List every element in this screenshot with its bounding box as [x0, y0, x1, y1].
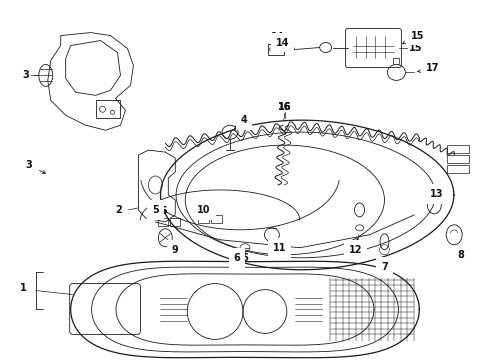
Bar: [447, 155, 468, 163]
Text: 6: 6: [233, 253, 240, 263]
Text: 4: 4: [234, 115, 247, 129]
Text: 15: 15: [408, 42, 421, 53]
Text: 17: 17: [417, 63, 438, 73]
Bar: [211, 215, 222, 223]
Text: 10: 10: [197, 205, 210, 215]
Bar: [267, 44, 283, 55]
Text: 7: 7: [380, 262, 387, 272]
Text: 17: 17: [419, 67, 432, 76]
Text: 5: 5: [152, 205, 160, 215]
Text: 13: 13: [431, 187, 445, 197]
Bar: [158, 218, 168, 226]
Bar: [447, 145, 468, 153]
Text: 2: 2: [115, 205, 122, 215]
Text: 3: 3: [25, 160, 45, 174]
Text: 14: 14: [276, 37, 294, 48]
Text: 16: 16: [278, 102, 291, 112]
Text: 16: 16: [278, 102, 291, 112]
Text: 11: 11: [273, 243, 286, 253]
Text: 10: 10: [197, 204, 210, 214]
Text: 8: 8: [456, 250, 464, 260]
Text: 3: 3: [22, 71, 29, 80]
Text: 6: 6: [241, 253, 248, 263]
Text: 14: 14: [270, 32, 284, 41]
Text: 12: 12: [347, 243, 361, 253]
Text: 1: 1: [20, 283, 26, 293]
Bar: [95, 100, 120, 118]
Text: 5: 5: [160, 206, 166, 216]
Text: 9: 9: [171, 245, 178, 255]
Text: 12: 12: [348, 239, 362, 255]
Text: 7: 7: [380, 260, 387, 270]
Text: 4: 4: [239, 120, 246, 130]
Text: 15: 15: [402, 31, 423, 44]
Text: 9: 9: [170, 243, 177, 253]
Bar: [198, 215, 209, 223]
Text: 13: 13: [428, 189, 442, 199]
Text: 11: 11: [270, 243, 284, 253]
Text: 8: 8: [457, 247, 464, 257]
Bar: [170, 218, 180, 226]
Bar: [447, 165, 468, 173]
